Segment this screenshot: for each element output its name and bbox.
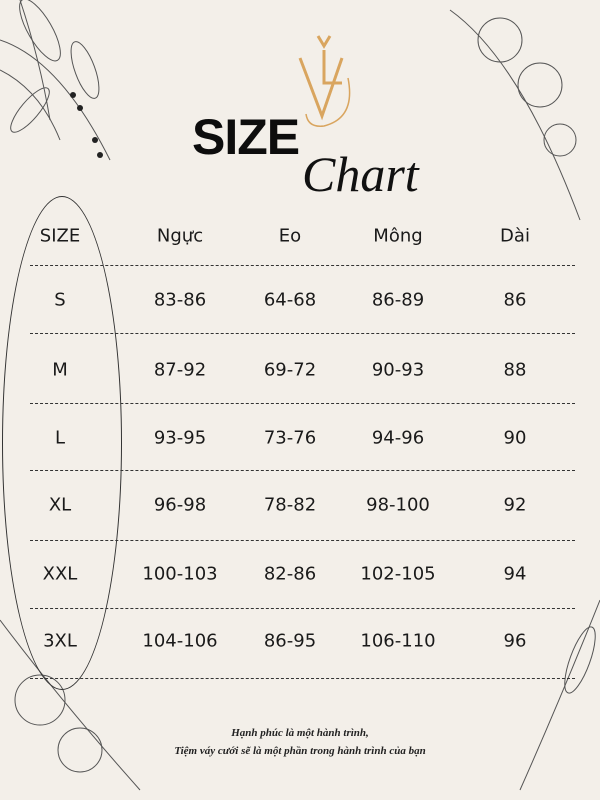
cell-eo: 69-72 — [263, 359, 317, 381]
cell-nguc: 93-95 — [153, 427, 207, 449]
header-size: SIZE — [39, 225, 81, 247]
header-mong: Mông — [373, 225, 423, 247]
title-size: SIZE — [192, 109, 300, 165]
cell-mong: 86-89 — [371, 289, 425, 311]
cell-eo: 73-76 — [263, 427, 317, 449]
row-divider — [30, 470, 575, 471]
row-divider — [30, 540, 575, 541]
cell-eo: 86-95 — [263, 630, 317, 652]
cell-mong: 94-96 — [371, 427, 425, 449]
cell-eo: 64-68 — [263, 289, 317, 311]
cell-size: L — [54, 427, 66, 449]
cell-dai: 90 — [503, 427, 527, 449]
cell-nguc: 100-103 — [142, 563, 218, 585]
cell-mong: 98-100 — [366, 494, 430, 516]
title-chart: Chart — [302, 146, 419, 202]
size-column-oval — [2, 196, 122, 690]
cell-size: XXL — [42, 563, 78, 585]
row-divider — [30, 678, 575, 679]
cell-size: M — [52, 359, 68, 381]
header-eo: Eo — [278, 225, 302, 247]
row-divider — [30, 608, 575, 609]
cell-mong: 106-110 — [360, 630, 436, 652]
cell-nguc: 104-106 — [142, 630, 218, 652]
cell-size: S — [54, 289, 66, 311]
cell-dai: 88 — [503, 359, 527, 381]
row-divider — [30, 333, 575, 334]
header-nguc: Ngực — [156, 225, 204, 247]
cell-size: XL — [48, 494, 72, 516]
footer-line-1: Hạnh phúc là một hành trình, — [231, 727, 369, 739]
cell-dai: 92 — [503, 494, 527, 516]
footer-line-2: Tiệm váy cưới sẽ là một phần trong hành … — [174, 745, 426, 757]
cell-nguc: 83-86 — [153, 289, 207, 311]
cell-mong: 102-105 — [360, 563, 436, 585]
header-dai: Dài — [500, 225, 530, 247]
cell-mong: 90-93 — [371, 359, 425, 381]
cell-nguc: 96-98 — [153, 494, 207, 516]
cell-eo: 78-82 — [263, 494, 317, 516]
brand-logo — [298, 35, 351, 127]
cell-dai: 94 — [503, 563, 527, 585]
row-divider — [30, 265, 575, 266]
row-divider — [30, 403, 575, 404]
cell-size: 3XL — [43, 630, 77, 652]
cell-nguc: 87-92 — [153, 359, 207, 381]
cell-eo: 82-86 — [263, 563, 317, 585]
cell-dai: 96 — [503, 630, 527, 652]
cell-dai: 86 — [503, 289, 527, 311]
